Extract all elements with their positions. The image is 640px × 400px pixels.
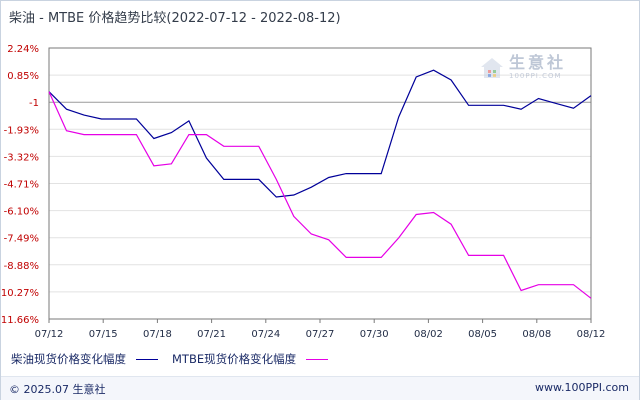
chart-title: 柴油 - MTBE 价格趋势比较(2022-07-12 - 2022-08-12…	[9, 11, 341, 26]
series-line-diesel	[48, 69, 592, 198]
y-tick-label: -4.71%	[4, 180, 39, 191]
y-tick-label: -1	[29, 98, 39, 109]
y-tick-label: -8.88%	[4, 261, 39, 272]
chart-canvas: 2.24% 0.85% -1 -1.93% -3.32% -4.71% -6.10% -7.4…	[1, 44, 606, 340]
legend-label-diesel: 柴油现货价格变化幅度	[11, 352, 126, 366]
x-tick-label: 07/21	[197, 329, 226, 340]
x-tick-label: 08/08	[522, 329, 551, 340]
x-tick-label: 07/27	[306, 329, 335, 340]
y-tick-label: -7.49%	[4, 234, 39, 245]
x-axis-ticks: 07/12 07/15 07/18 07/21 07/24 07/27 07/30 08/02…	[35, 329, 606, 340]
chart-axes	[48, 47, 592, 323]
series-line-mtbe	[48, 91, 592, 299]
x-tick-label: 07/18	[143, 329, 172, 340]
x-tick-label: 07/30	[360, 329, 389, 340]
x-tick-label: 07/15	[89, 329, 118, 340]
x-tick-label: 07/12	[35, 329, 64, 340]
x-tick-label: 08/12	[577, 329, 606, 340]
watermark-logo: 生意社 100PPI.COM	[479, 55, 566, 80]
y-tick-label: 0.85%	[7, 71, 39, 82]
x-tick-label: 08/02	[414, 329, 443, 340]
watermark-name: 生意社	[509, 53, 567, 72]
legend-swatch-mtbe	[306, 358, 329, 360]
y-tick-label: -10.27%	[1, 288, 39, 299]
y-tick-label: -3.32%	[4, 152, 39, 163]
x-tick-label: 07/24	[251, 329, 280, 340]
footer-bar: © 2025.07 生意社 www.100PPI.com	[1, 376, 639, 400]
legend-swatch-diesel	[136, 358, 158, 360]
copyright-text: © 2025.07 生意社	[9, 383, 106, 396]
y-tick-label: -11.66%	[1, 315, 39, 326]
y-tick-label: -1.93%	[4, 125, 39, 136]
legend-label-mtbe: MTBE现货价格变化幅度	[172, 352, 297, 366]
y-tick-label: -6.10%	[4, 207, 39, 218]
y-axis-ticks: 2.24% 0.85% -1 -1.93% -3.32% -4.71% -6.10% -7.4…	[1, 44, 39, 326]
source-url: www.100PPI.com	[535, 381, 629, 394]
chart-series	[48, 69, 592, 299]
x-tick-label: 08/05	[468, 329, 497, 340]
house-logo-icon	[481, 57, 503, 78]
chart-legend: 柴油现货价格变化幅度 MTBE现货价格变化幅度	[11, 351, 342, 367]
y-tick-label: 2.24%	[7, 44, 39, 55]
grid-lines	[49, 74, 591, 293]
watermark-url: 100PPI.COM	[509, 72, 562, 80]
